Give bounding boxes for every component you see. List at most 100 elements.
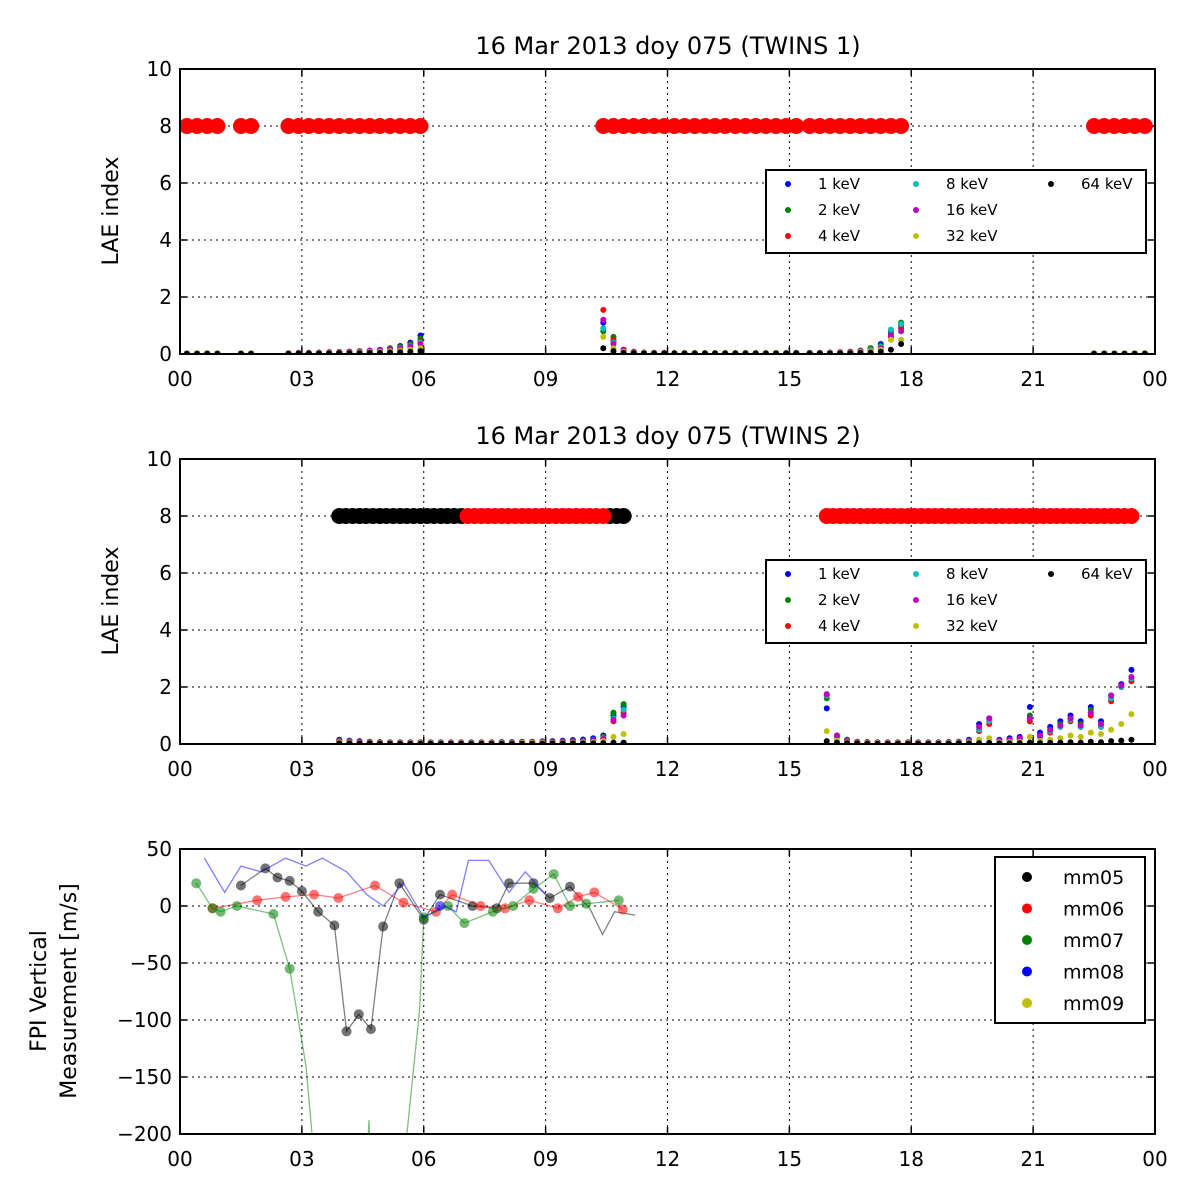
twins1-title: 16 Mar 2013 doy 075 (TWINS 1) xyxy=(475,32,860,60)
twins1-64-kev-point xyxy=(397,349,404,354)
twins1-8-kev-point xyxy=(898,321,905,328)
twins1-64-kev-point xyxy=(887,346,894,353)
twins1-y-tick-label: 4 xyxy=(159,228,172,252)
twins1-status-point xyxy=(1136,118,1153,134)
twins1-8-kev-point xyxy=(887,326,894,333)
twins2-64-kev-point xyxy=(620,739,627,744)
twins1-64-kev-point xyxy=(610,348,617,354)
fpi-panel: FPI Vertical Measurement [m/s] 00 03 06 09 1… xyxy=(27,837,1168,1171)
fpi-x-tick-label: 15 xyxy=(777,1147,802,1171)
twins1-x-tick-label: 12 xyxy=(655,367,680,391)
twins2-32-kev-point xyxy=(1118,721,1125,728)
fpi-legend-marker xyxy=(1022,935,1032,945)
twins1-status-point xyxy=(209,118,226,134)
fpi-mm07-point xyxy=(613,895,624,906)
twins2-64-kev-point xyxy=(986,739,993,744)
twins1-64-kev-point xyxy=(620,349,627,354)
twins2-x-tick-label: 21 xyxy=(1020,757,1045,781)
twins2-16-kev-point xyxy=(976,723,983,730)
twins1-64-kev-point xyxy=(867,349,874,354)
fpi-mm05-point xyxy=(435,889,445,900)
twins1-16-kev-point xyxy=(610,341,617,348)
twins2-status-point xyxy=(1123,508,1140,524)
twins2-1-kev-point xyxy=(823,705,830,712)
fpi-mm05-point xyxy=(353,1009,364,1020)
twins2-16-kev-point xyxy=(1118,682,1125,689)
fpi-mm05-point xyxy=(272,872,283,883)
fpi-x-tick-label: 00 xyxy=(167,1147,192,1171)
twins2-64-kev-point xyxy=(1128,736,1135,743)
fpi-legend: mm05 mm06 mm07 mm08 mm09 xyxy=(994,856,1146,1024)
twins2-32-kev-point xyxy=(823,728,830,735)
twins1-16-kev-point xyxy=(417,341,424,348)
fpi-mm06-point xyxy=(475,901,486,911)
twins1-status-point xyxy=(243,118,260,134)
twins2-16-kev-point xyxy=(1087,709,1094,716)
fpi-legend-marker xyxy=(1022,966,1032,977)
twins2-32-kev-point xyxy=(1108,726,1115,733)
twins1-x-tick-label: 00 xyxy=(1142,367,1167,391)
twins1-legend-marker xyxy=(785,233,791,239)
twins2-legend-label: 2 keV xyxy=(818,591,861,609)
twins1-legend-label: 2 keV xyxy=(818,201,861,219)
fpi-legend-label: mm07 xyxy=(1063,930,1124,952)
fpi-mm06-point xyxy=(333,893,344,904)
twins2-64-kev-point xyxy=(1077,739,1084,744)
twins1-panel: 16 Mar 2013 doy 075 (TWINS 1) LAE index … xyxy=(99,32,1168,391)
fpi-legend-box xyxy=(994,856,1146,1024)
fpi-mm08-line xyxy=(203,857,547,919)
twins2-legend-label: 64 keV xyxy=(1081,565,1133,583)
twins2-64-kev-point xyxy=(1087,738,1094,744)
twins1-status-point xyxy=(893,118,910,134)
twins2-y-tick-label: 10 xyxy=(147,447,172,471)
twins1-x-tick-label: 21 xyxy=(1020,367,1045,391)
twins1-64-kev-point xyxy=(376,349,383,354)
fpi-legend-marker xyxy=(1022,903,1032,914)
fpi-mm06-point xyxy=(309,889,320,900)
twins2-legend-label: 8 keV xyxy=(946,565,989,583)
twins1-y-tick-label: 8 xyxy=(159,114,172,138)
fpi-mm06-point xyxy=(252,895,263,906)
twins1-legend-label: 16 keV xyxy=(946,201,998,219)
fpi-x-tick-label: 06 xyxy=(411,1147,436,1171)
twins1-32-kev-point xyxy=(600,333,607,340)
fpi-mm06-point xyxy=(280,891,291,902)
twins2-16-kev-point xyxy=(1077,722,1084,729)
fpi-mm06-point xyxy=(370,880,380,891)
twins2-64-kev-point xyxy=(1057,739,1064,744)
twins2-64-kev-point xyxy=(1047,739,1054,744)
twins2-64-kev-point xyxy=(1026,739,1033,744)
twins2-legend-marker xyxy=(785,597,791,603)
twins2-title: 16 Mar 2013 doy 075 (TWINS 2) xyxy=(475,422,860,450)
fpi-x-tick-label: 03 xyxy=(289,1147,314,1171)
twins1-legend-label: 4 keV xyxy=(818,227,861,245)
twins1-8-kev-point xyxy=(600,325,607,332)
twins2-x-tick-label: 15 xyxy=(777,757,802,781)
twins2-32-kev-point xyxy=(1077,733,1084,740)
twins2-16-kev-point xyxy=(1128,674,1135,681)
twins2-32-kev-point xyxy=(620,731,627,738)
twins2-x-tick-label: 12 xyxy=(655,757,680,781)
twins2-x-tick-label: 03 xyxy=(289,757,314,781)
twins1-legend-label: 8 keV xyxy=(946,175,989,193)
twins2-y-tick-label: 4 xyxy=(159,618,172,642)
twins1-64-kev-point xyxy=(407,348,414,354)
fpi-mm07-point xyxy=(459,918,470,929)
twins2-8-kev-point xyxy=(620,706,627,713)
twins2-32-kev-point xyxy=(986,735,993,742)
fpi-y-tick-label: −50 xyxy=(130,951,172,975)
twins2-legend-marker xyxy=(913,597,919,603)
fpi-legend-marker xyxy=(1022,872,1032,882)
twins1-64-kev-point xyxy=(366,349,373,354)
twins2-16-kev-point xyxy=(610,716,617,723)
fpi-grid xyxy=(180,849,1155,1134)
twins2-32-kev-point xyxy=(610,733,617,740)
twins2-32-kev-point xyxy=(1057,735,1064,742)
fpi-mm05-point xyxy=(504,878,515,889)
twins2-legend-label: 32 keV xyxy=(946,617,998,635)
twins1-x-tick-label: 15 xyxy=(777,367,802,391)
fpi-mm07-point xyxy=(528,883,539,894)
twins2-16-kev-point xyxy=(620,712,627,719)
